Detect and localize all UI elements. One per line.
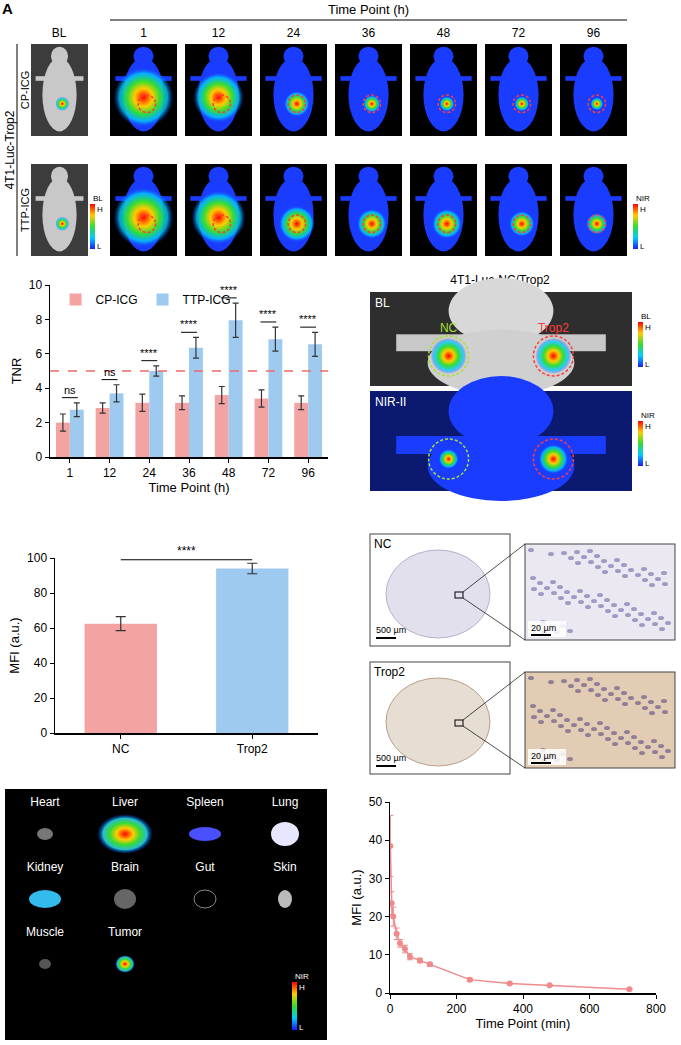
svg-text:4T1-Luc-Trop2: 4T1-Luc-Trop2 — [3, 110, 17, 189]
svg-text:BL: BL — [52, 26, 67, 40]
svg-text:Heart: Heart — [30, 795, 60, 809]
svg-text:20 µm: 20 µm — [531, 623, 556, 633]
svg-text:Skin: Skin — [273, 860, 296, 874]
svg-text:40: 40 — [369, 833, 383, 847]
svg-text:30: 30 — [369, 872, 383, 886]
svg-text:6: 6 — [35, 347, 42, 361]
svg-text:1: 1 — [140, 26, 147, 40]
svg-text:0: 0 — [40, 726, 47, 740]
svg-text:72: 72 — [512, 26, 526, 40]
svg-text:ns: ns — [64, 384, 76, 396]
svg-text:10: 10 — [369, 948, 383, 962]
svg-text:Trop2: Trop2 — [538, 321, 569, 335]
svg-text:TTP-ICG: TTP-ICG — [19, 188, 31, 232]
svg-text:L: L — [645, 459, 650, 468]
svg-text:10: 10 — [29, 278, 43, 292]
svg-text:2: 2 — [35, 416, 42, 430]
svg-text:96: 96 — [587, 26, 601, 40]
svg-text:NC: NC — [112, 742, 130, 756]
svg-text:80: 80 — [34, 586, 48, 600]
svg-text:H: H — [299, 983, 305, 992]
svg-text:NIR: NIR — [641, 411, 655, 420]
svg-text:36: 36 — [182, 466, 196, 480]
svg-text:20 µm: 20 µm — [531, 751, 556, 761]
svg-text:Trop2: Trop2 — [237, 742, 268, 756]
svg-text:800: 800 — [646, 1002, 666, 1016]
svg-text:H: H — [645, 422, 651, 431]
svg-text:Kidney: Kidney — [27, 860, 64, 874]
svg-text:NIR: NIR — [636, 194, 650, 203]
svg-text:A: A — [2, 0, 13, 17]
svg-text:Muscle: Muscle — [26, 925, 64, 939]
svg-text:200: 200 — [446, 1002, 466, 1016]
svg-text:0: 0 — [387, 1002, 394, 1016]
svg-text:40: 40 — [34, 656, 48, 670]
svg-text:****: **** — [177, 544, 196, 558]
svg-text:24: 24 — [143, 466, 157, 480]
svg-text:4T1-Luc-NC/Trop2: 4T1-Luc-NC/Trop2 — [450, 273, 550, 287]
svg-text:L: L — [640, 242, 645, 251]
svg-text:Time Point (min): Time Point (min) — [476, 1016, 571, 1031]
svg-text:BL: BL — [641, 312, 651, 321]
svg-text:L: L — [299, 1023, 304, 1032]
svg-text:0: 0 — [35, 450, 42, 464]
svg-text:****: **** — [220, 284, 238, 296]
svg-text:Trop2: Trop2 — [374, 665, 405, 679]
svg-text:Spleen: Spleen — [186, 795, 223, 809]
svg-text:500 µm: 500 µm — [376, 625, 406, 635]
svg-text:Time Point (h): Time Point (h) — [328, 2, 409, 17]
svg-text:BL: BL — [375, 296, 390, 310]
svg-text:****: **** — [299, 313, 317, 325]
svg-text:BL: BL — [93, 194, 103, 203]
svg-text:MFI (a.u.): MFI (a.u.) — [7, 617, 22, 673]
svg-text:500 µm: 500 µm — [376, 753, 406, 763]
svg-text:NIR-II: NIR-II — [375, 395, 406, 409]
svg-text:48: 48 — [222, 466, 236, 480]
svg-text:NIR: NIR — [295, 972, 309, 981]
svg-text:****: **** — [180, 318, 198, 330]
svg-text:ns: ns — [104, 366, 116, 378]
svg-text:12: 12 — [103, 466, 117, 480]
svg-text:Lung: Lung — [272, 795, 299, 809]
svg-text:50: 50 — [369, 795, 383, 809]
svg-text:CP-ICG: CP-ICG — [19, 71, 31, 110]
svg-text:H: H — [640, 205, 646, 214]
svg-text:NC: NC — [440, 321, 458, 335]
svg-text:TNR: TNR — [9, 358, 24, 385]
svg-text:36: 36 — [362, 26, 376, 40]
svg-text:1: 1 — [67, 466, 74, 480]
svg-text:CP-ICG: CP-ICG — [96, 293, 138, 307]
svg-text:MFI (a.u.): MFI (a.u.) — [349, 869, 364, 925]
svg-text:100: 100 — [27, 551, 47, 565]
svg-text:Liver: Liver — [112, 795, 138, 809]
svg-text:20: 20 — [369, 910, 383, 924]
svg-text:NC: NC — [374, 537, 392, 551]
svg-text:48: 48 — [437, 26, 451, 40]
svg-text:600: 600 — [579, 1002, 599, 1016]
svg-text:TTP-ICG: TTP-ICG — [183, 293, 231, 307]
svg-text:H: H — [97, 205, 103, 214]
svg-text:400: 400 — [513, 1002, 533, 1016]
svg-text:****: **** — [259, 308, 277, 320]
svg-text:Gut: Gut — [195, 860, 215, 874]
svg-text:12: 12 — [212, 26, 226, 40]
svg-text:0: 0 — [375, 986, 382, 1000]
svg-text:4: 4 — [35, 381, 42, 395]
svg-text:H: H — [645, 323, 651, 332]
svg-text:24: 24 — [287, 26, 301, 40]
svg-text:L: L — [645, 360, 650, 369]
svg-text:20: 20 — [34, 691, 48, 705]
svg-text:8: 8 — [35, 313, 42, 327]
svg-text:Brain: Brain — [111, 860, 139, 874]
svg-text:96: 96 — [301, 466, 315, 480]
svg-text:Tumor: Tumor — [108, 925, 142, 939]
svg-text:L: L — [97, 242, 102, 251]
svg-text:72: 72 — [262, 466, 276, 480]
svg-text:****: **** — [140, 347, 158, 359]
svg-text:Time Point (h): Time Point (h) — [148, 480, 229, 495]
svg-text:60: 60 — [34, 621, 48, 635]
